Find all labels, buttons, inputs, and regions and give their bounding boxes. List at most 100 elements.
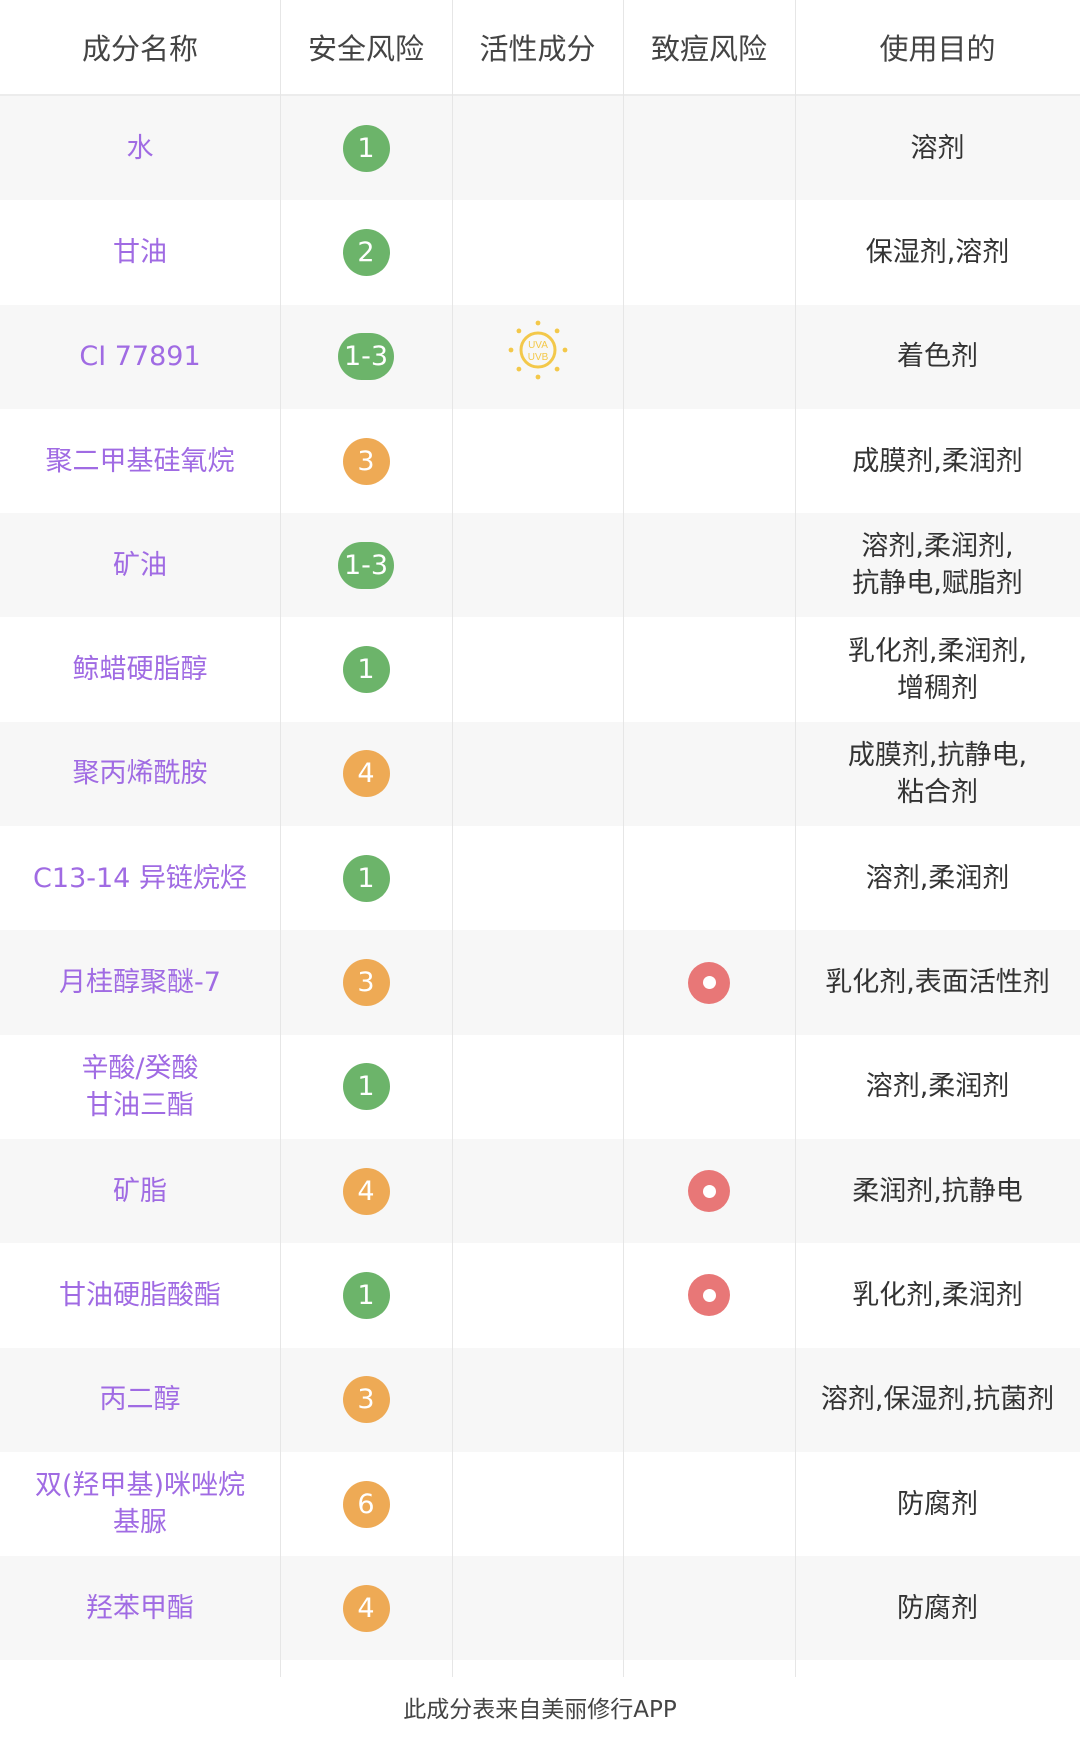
table-row[interactable]: 丙二醇 3 溶剂,保湿剂,抗菌剂 — [0, 1347, 1080, 1452]
active-ingredient-cell — [452, 96, 623, 200]
usage-purpose: 溶剂,保湿剂,抗菌剂 — [820, 1384, 1055, 1416]
acne-risk-cell — [623, 513, 795, 617]
safety-risk-cell: 1-3 — [280, 305, 452, 409]
safety-risk-cell: 3 — [280, 409, 452, 513]
active-ingredient-cell — [452, 1243, 623, 1347]
active-ingredient-cell — [452, 826, 623, 930]
svg-text:UVB: UVB — [527, 352, 548, 363]
table-row[interactable]: 双(羟甲基)咪唑烷 基脲 6 防腐剂 — [0, 1452, 1080, 1556]
safety-risk-badge: 4 — [342, 750, 390, 798]
usage-purpose: 防腐剂 — [897, 1488, 978, 1520]
table-header: 成分名称 安全风险 活性成分 致痘风险 使用目的 — [0, 0, 1080, 96]
column-divider — [623, 0, 624, 1677]
ingredient-name[interactable]: 聚丙烯酰胺 — [72, 758, 208, 790]
safety-risk-badge: 4 — [342, 1584, 390, 1632]
safety-risk-badge: 1 — [342, 1271, 390, 1319]
acne-risk-cell — [623, 305, 795, 409]
active-ingredient-cell — [452, 1035, 623, 1139]
table-row[interactable]: 羟苯甲酯 4 防腐剂 — [0, 1556, 1080, 1661]
acne-risk-cell — [623, 1243, 795, 1347]
ingredient-name[interactable]: 聚二甲基硅氧烷 — [45, 445, 235, 477]
column-divider — [280, 0, 281, 1677]
safety-risk-cell: 4 — [280, 1139, 452, 1243]
active-ingredient-cell — [452, 930, 623, 1034]
table-row[interactable]: 矿油 1-3 溶剂,柔润剂, 抗静电,赋脂剂 — [0, 513, 1080, 618]
safety-risk-badge: 2 — [342, 228, 390, 276]
usage-purpose: 防腐剂 — [897, 1592, 978, 1624]
table-row[interactable]: 水 1 溶剂 — [0, 96, 1080, 201]
header-safety-risk: 安全风险 — [307, 32, 424, 66]
acne-risk-cell — [623, 722, 795, 826]
table-row[interactable]: 月桂醇聚醚-7 3 乳化剂,表面活性剂 — [0, 930, 1080, 1035]
acne-risk-cell — [623, 1348, 795, 1452]
active-ingredient-cell — [452, 617, 623, 721]
usage-purpose: 着色剂 — [897, 341, 978, 373]
svg-text:UVA: UVA — [528, 340, 548, 351]
header-acne-risk: 致痘风险 — [650, 32, 767, 66]
table-row[interactable]: 聚丙烯酰胺 4 成膜剂,抗静电, 粘合剂 — [0, 721, 1080, 827]
table-row[interactable]: 甘油硬脂酸酯 1 乳化剂,柔润剂 — [0, 1243, 1080, 1347]
ingredient-name[interactable]: CI 77891 — [79, 341, 201, 373]
safety-risk-badge: 3 — [342, 959, 390, 1007]
acne-risk-cell — [623, 1139, 795, 1243]
active-ingredient-cell — [452, 1139, 623, 1243]
safety-risk-cell: 1 — [280, 1035, 452, 1139]
uva-uvb-sun-icon: UVA UVB — [506, 318, 570, 395]
table-row[interactable]: 甘油 2 保湿剂,溶剂 — [0, 200, 1080, 304]
safety-risk-cell: 4 — [280, 722, 452, 826]
safety-risk-badge: 1-3 — [337, 333, 395, 381]
table-row[interactable]: 矿脂 4 柔润剂,抗静电 — [0, 1138, 1080, 1244]
ingredient-name[interactable]: 辛酸/癸酸 甘油三酯 — [81, 1052, 199, 1121]
acne-risk-cell — [623, 1452, 795, 1556]
acne-risk-icon — [688, 1274, 730, 1317]
ingredient-name[interactable]: 月桂醇聚醚-7 — [59, 967, 221, 999]
header-name: 成分名称 — [81, 32, 198, 66]
safety-risk-badge: 4 — [342, 1167, 390, 1215]
safety-risk-cell: 1 — [280, 826, 452, 930]
safety-risk-cell: 1 — [280, 617, 452, 721]
ingredient-name[interactable]: 鲸蜡硬脂醇 — [72, 654, 208, 686]
table-row[interactable]: 辛酸/癸酸 甘油三酯 1 溶剂,柔润剂 — [0, 1035, 1080, 1139]
safety-risk-cell: 3 — [280, 1348, 452, 1452]
ingredient-name[interactable]: 矿油 — [113, 549, 167, 581]
ingredient-name[interactable]: 甘油 — [113, 236, 167, 268]
usage-purpose: 柔润剂,抗静电 — [852, 1175, 1023, 1207]
active-ingredient-cell — [452, 1452, 623, 1556]
usage-purpose: 成膜剂,柔润剂 — [852, 445, 1023, 477]
ingredient-name[interactable]: 甘油硬脂酸酯 — [59, 1279, 221, 1311]
acne-risk-cell — [623, 200, 795, 304]
safety-risk-cell: 3 — [280, 930, 452, 1034]
usage-purpose: 溶剂 — [910, 132, 965, 164]
active-ingredient-cell — [452, 1556, 623, 1660]
active-ingredient-cell — [452, 409, 623, 513]
ingredient-table: 水 1 溶剂 甘油 2 保湿剂,溶剂 CI 77891 1-3 UVA UVB 着色剂 聚二甲基硅氧烷… — [0, 96, 1080, 1661]
safety-risk-cell: 2 — [280, 200, 452, 304]
ingredient-name[interactable]: 水 — [126, 132, 154, 164]
header-purpose: 使用目的 — [879, 32, 996, 66]
active-ingredient-cell — [452, 722, 623, 826]
acne-risk-cell — [623, 617, 795, 721]
safety-risk-badge: 1 — [342, 124, 390, 172]
ingredient-name[interactable]: 丙二醇 — [99, 1384, 181, 1416]
table-row[interactable]: 鲸蜡硬脂醇 1 乳化剂,柔润剂, 增稠剂 — [0, 617, 1080, 721]
safety-risk-badge: 6 — [342, 1480, 390, 1528]
column-divider — [795, 0, 796, 1677]
table-row[interactable]: 聚二甲基硅氧烷 3 成膜剂,柔润剂 — [0, 409, 1080, 513]
ingredient-name[interactable]: 矿脂 — [113, 1175, 167, 1207]
safety-risk-badge: 1 — [342, 854, 390, 902]
usage-purpose: 乳化剂,柔润剂 — [852, 1279, 1023, 1311]
header-active-ingredient: 活性成分 — [479, 32, 596, 66]
usage-purpose: 乳化剂,柔润剂, 增稠剂 — [847, 635, 1028, 704]
column-divider — [452, 0, 453, 1677]
acne-risk-icon — [688, 1170, 730, 1213]
table-row[interactable]: C13-14 异链烷烃 1 溶剂,柔润剂 — [0, 826, 1080, 930]
safety-risk-badge: 1 — [342, 1063, 390, 1111]
source-footer: 此成分表来自美丽修行APP — [403, 1697, 677, 1723]
ingredient-name[interactable]: 羟苯甲酯 — [86, 1592, 194, 1624]
active-ingredient-cell — [452, 1348, 623, 1452]
ingredient-name[interactable]: 双(羟甲基)咪唑烷 基脲 — [34, 1470, 246, 1538]
safety-risk-cell: 6 — [280, 1452, 452, 1556]
table-row[interactable]: CI 77891 1-3 UVA UVB 着色剂 — [0, 304, 1080, 409]
active-ingredient-cell: UVA UVB — [452, 305, 623, 409]
ingredient-name[interactable]: C13-14 异链烷烃 — [33, 862, 247, 894]
